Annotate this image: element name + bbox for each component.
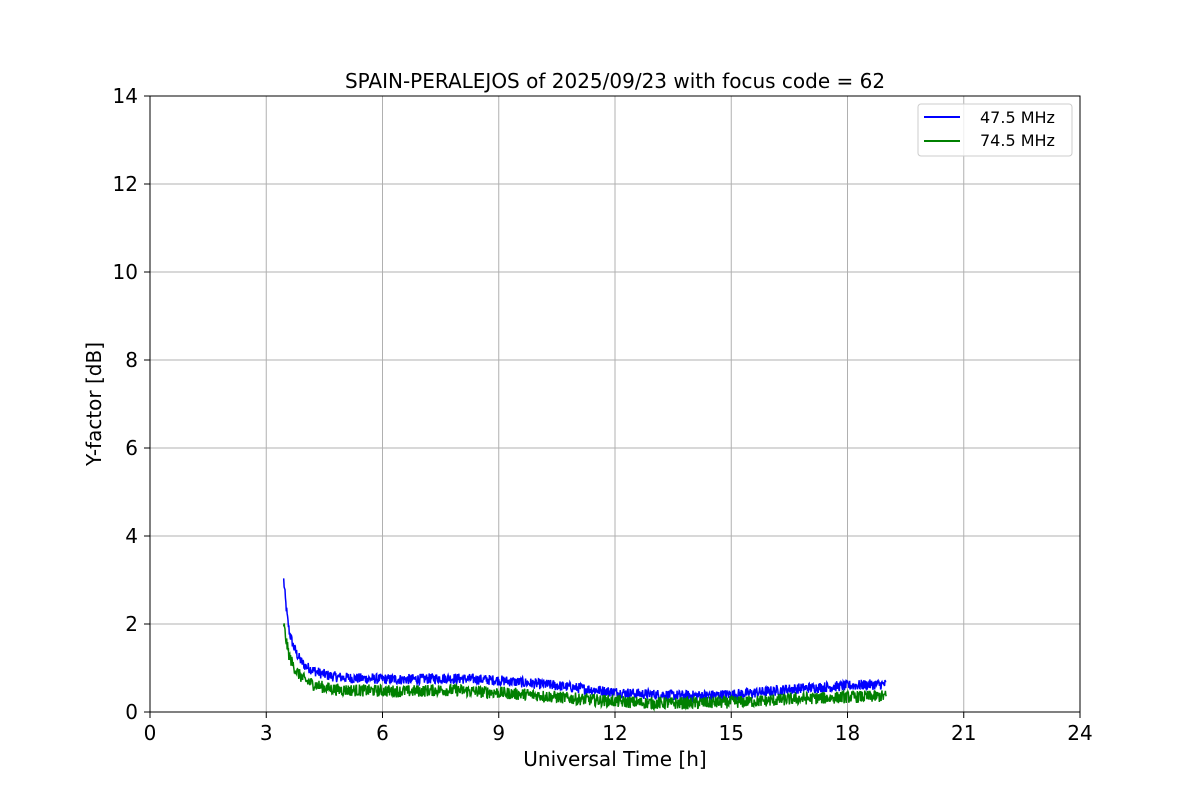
x-tick-label: 21 [951, 721, 976, 745]
y-tick-label: 8 [125, 348, 138, 372]
grid [149, 95, 1081, 713]
y-tick-label: 10 [113, 260, 138, 284]
x-tick-label: 24 [1067, 721, 1092, 745]
y-axis-label: Y-factor [dB] [82, 342, 106, 467]
x-tick-label: 3 [260, 721, 273, 745]
x-tick-label: 0 [144, 721, 157, 745]
y-tick-label: 6 [125, 436, 138, 460]
y-tick-label: 12 [113, 172, 138, 196]
x-axis-label: Universal Time [h] [523, 747, 706, 771]
x-tick-label: 6 [376, 721, 389, 745]
y-tick-label: 0 [125, 700, 138, 724]
y-axis: 0 2 4 6 8 10 12 14 [113, 84, 150, 724]
y-tick-label: 14 [113, 84, 138, 108]
y-tick-label: 4 [125, 524, 138, 548]
series-line-0 [282, 578, 887, 703]
y-tick-label: 2 [125, 612, 138, 636]
series-group [282, 578, 887, 712]
legend-label-0: 47.5 MHz [980, 108, 1055, 127]
x-tick-label: 15 [719, 721, 744, 745]
x-axis: 0 3 6 9 12 15 18 21 24 [144, 712, 1093, 745]
series-line-1 [282, 623, 887, 712]
x-tick-label: 9 [492, 721, 505, 745]
x-tick-label: 18 [835, 721, 860, 745]
legend-label-1: 74.5 MHz [980, 131, 1055, 150]
legend: 47.5 MHz 74.5 MHz [917, 103, 1073, 157]
x-tick-label: 12 [602, 721, 627, 745]
chart-title: SPAIN-PERALEJOS of 2025/09/23 with focus… [345, 69, 885, 93]
